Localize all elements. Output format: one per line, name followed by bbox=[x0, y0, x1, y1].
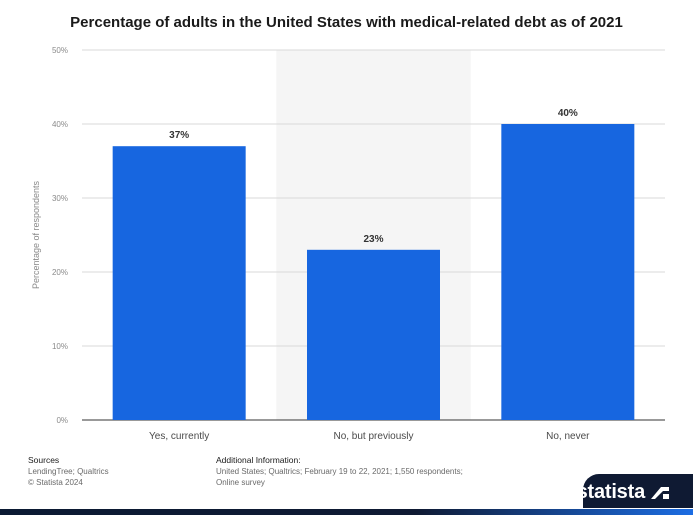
additional-info-text: United States; Qualtrics; February 19 to… bbox=[216, 467, 463, 476]
y-tick-label: 20% bbox=[52, 268, 68, 277]
y-tick-label: 40% bbox=[52, 120, 68, 129]
bar bbox=[112, 146, 246, 420]
data-label: 40% bbox=[558, 108, 578, 119]
chart-title: Percentage of adults in the United State… bbox=[70, 14, 623, 31]
brand-name: statista bbox=[576, 481, 646, 503]
bar bbox=[307, 249, 440, 420]
x-tick-label: No, never bbox=[546, 431, 590, 442]
sources-block: Sources LendingTree; Qualtrics © Statist… bbox=[28, 455, 109, 488]
sources-heading: Sources bbox=[28, 455, 60, 465]
y-tick-label: 50% bbox=[52, 46, 68, 55]
bottom-stripe bbox=[0, 509, 693, 515]
x-tick-label: No, but previously bbox=[333, 431, 413, 442]
data-label: 23% bbox=[363, 234, 383, 245]
bar-chart: 0% 10% 20% 30% 40% 50% Percentage of responden… bbox=[31, 46, 665, 442]
y-tick-label: 10% bbox=[52, 342, 68, 351]
additional-info-text-2: Online survey bbox=[216, 478, 265, 487]
y-tick-label: 30% bbox=[52, 194, 68, 203]
y-axis-label: Percentage of respondents bbox=[31, 180, 41, 289]
brand-badge bbox=[583, 474, 693, 508]
sources-text: LendingTree; Qualtrics bbox=[28, 467, 109, 476]
statista-logo[interactable]: statista bbox=[577, 481, 671, 504]
additional-info-heading: Additional Information: bbox=[216, 455, 301, 465]
bar bbox=[501, 124, 635, 420]
statista-logo-icon bbox=[651, 486, 669, 499]
y-tick-label: 0% bbox=[56, 416, 68, 425]
copyright-text: © Statista 2024 bbox=[28, 478, 83, 487]
data-label: 37% bbox=[169, 130, 189, 141]
x-tick-label: Yes, currently bbox=[149, 431, 209, 442]
additional-info-block: Additional Information: United States; Q… bbox=[216, 455, 506, 488]
